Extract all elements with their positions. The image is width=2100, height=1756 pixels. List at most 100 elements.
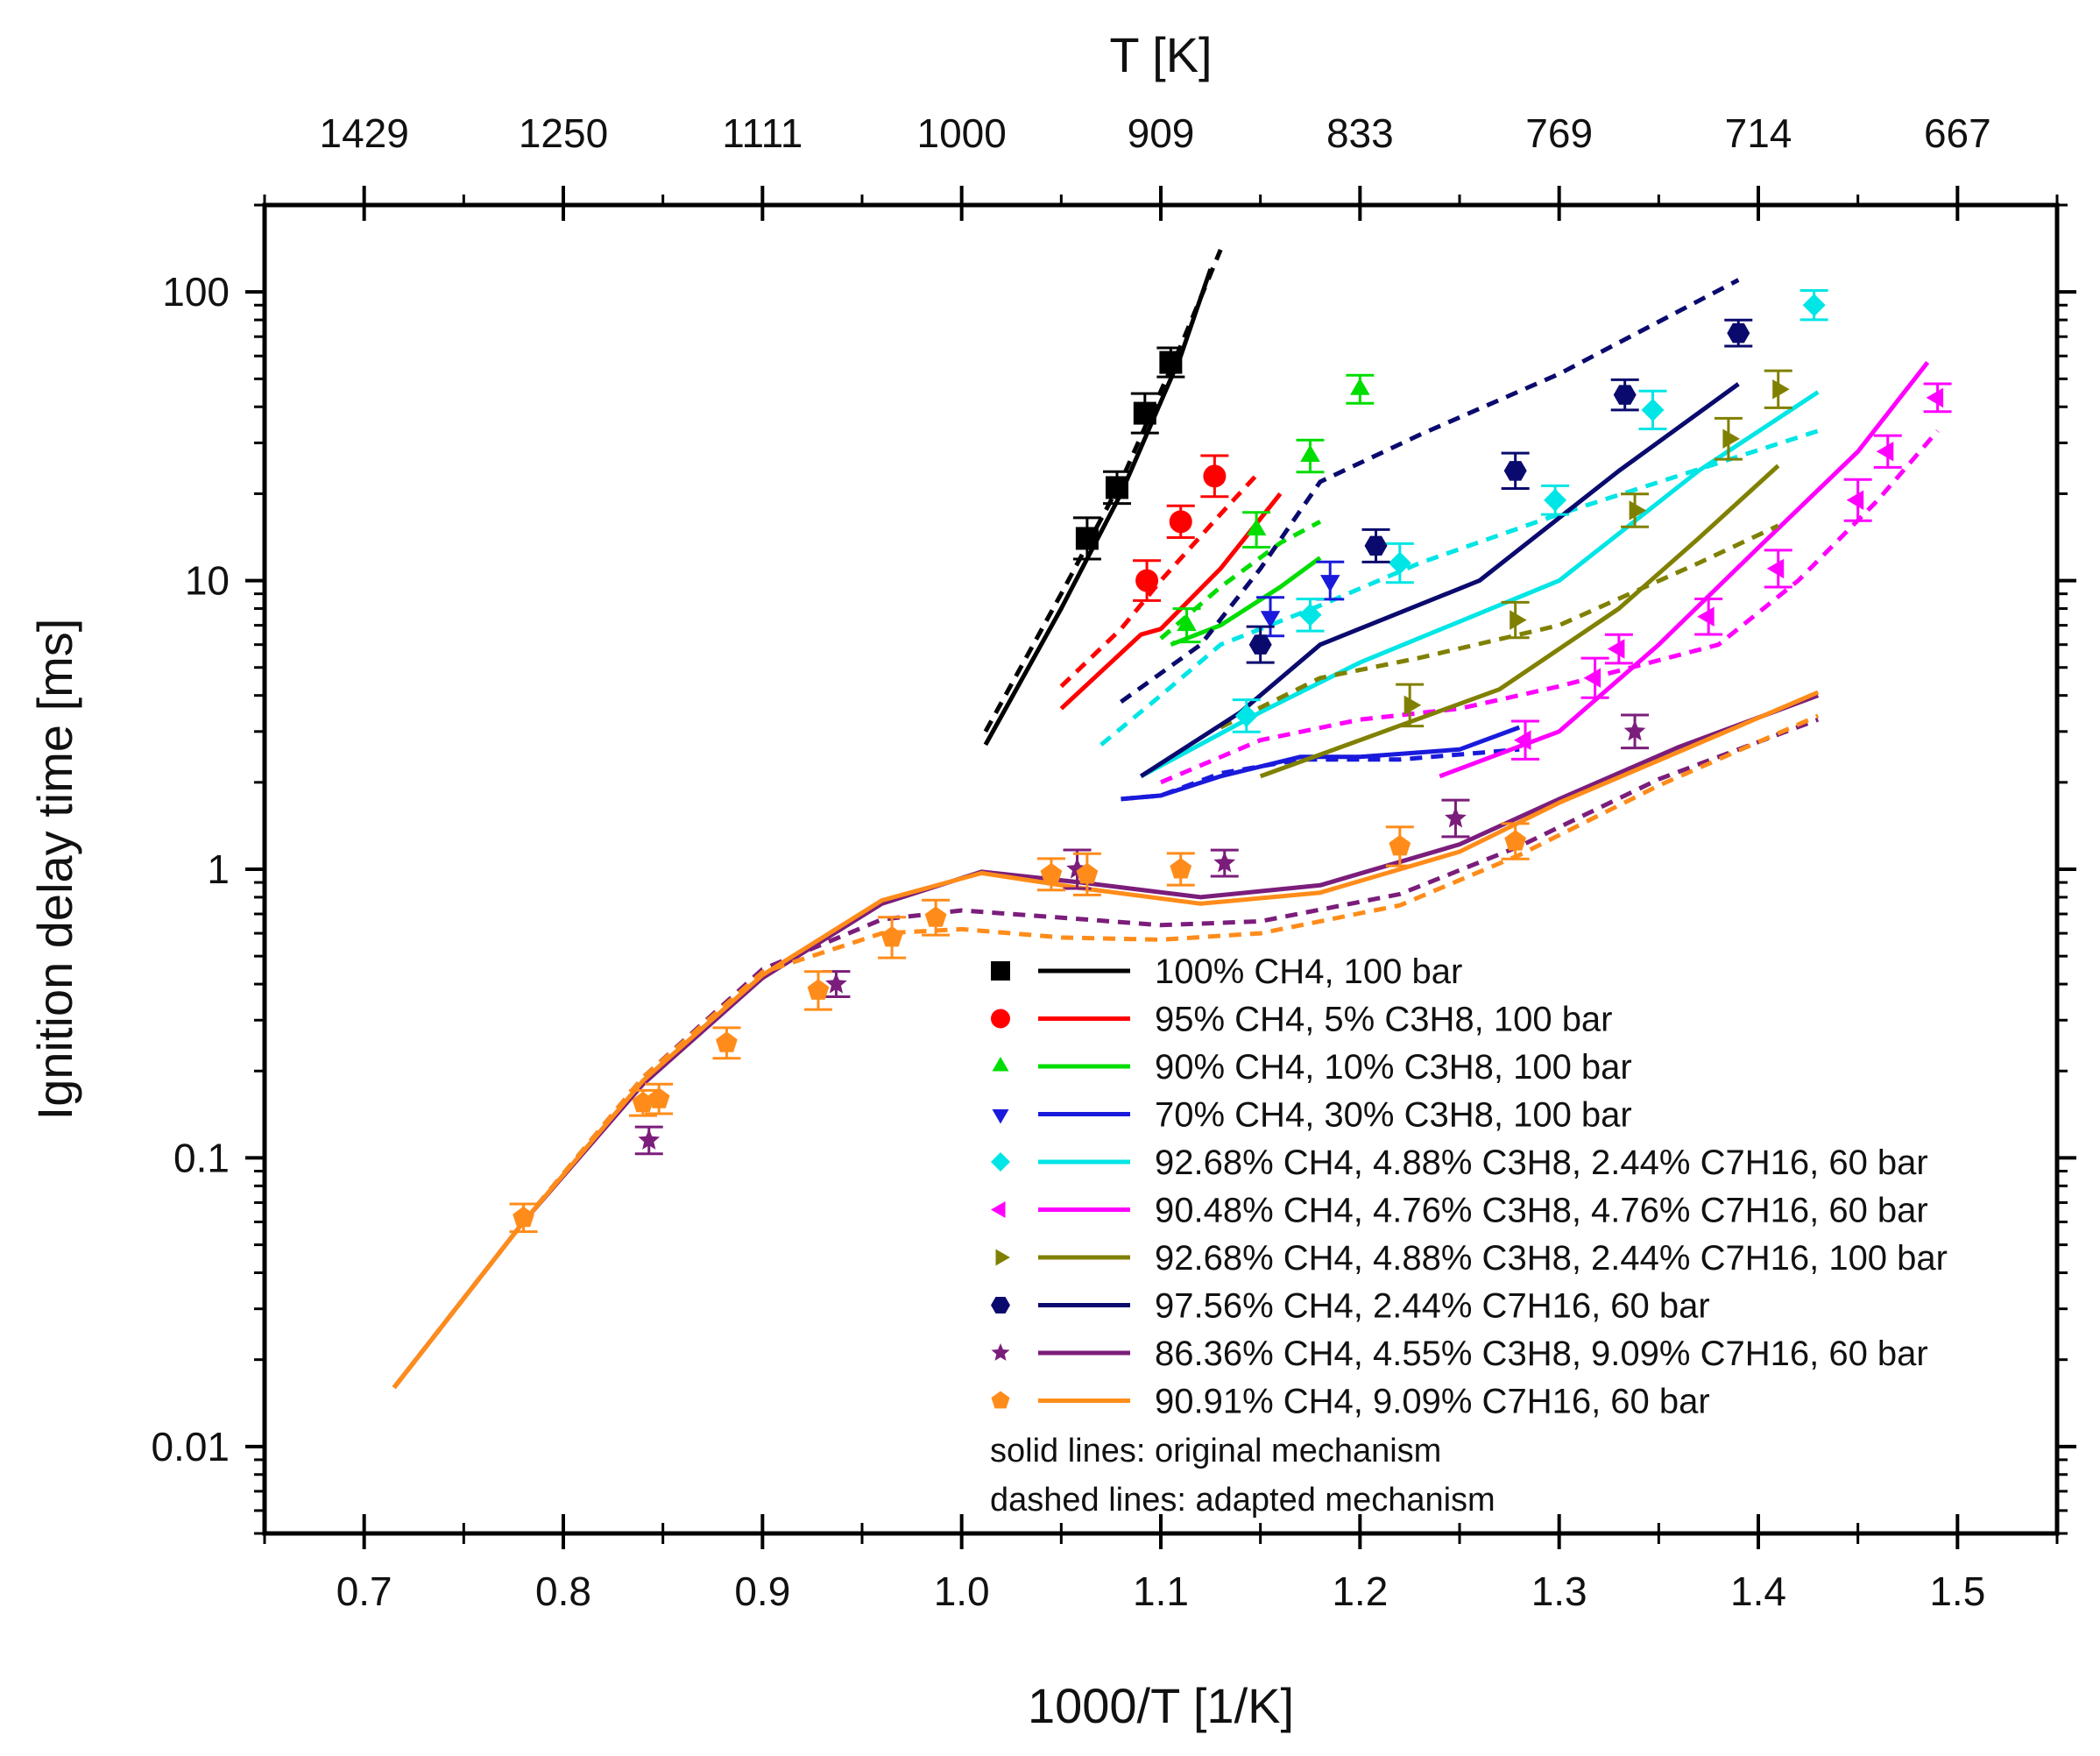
legend-marker-0 <box>991 961 1010 981</box>
x-tick-label: 1.3 <box>1531 1568 1587 1614</box>
series-9-solid-line <box>392 690 1820 1390</box>
series-9-point <box>924 906 947 927</box>
x-tick-label: 1.1 <box>1133 1568 1189 1614</box>
series-points <box>509 289 1952 1234</box>
series-5-point <box>1876 442 1894 462</box>
x-axis-title: 1000/T [1/K] <box>1028 1678 1294 1733</box>
series-9-point <box>632 1091 654 1113</box>
series-0-point <box>1105 476 1128 499</box>
series-9-point <box>647 1087 670 1108</box>
x-tick-label: 0.7 <box>336 1568 392 1614</box>
series-3-dashed-line <box>1121 747 1520 802</box>
legend-label-7: 97.56% CH4, 2.44% C7H16, 60 bar <box>1155 1287 1710 1326</box>
legend-label-5: 90.48% CH4, 4.76% C3H8, 4.76% C7H16, 60 … <box>1155 1192 1928 1230</box>
legend-label-8: 86.36% CH4, 4.55% C3H8, 9.09% C7H16, 60 … <box>1155 1335 1928 1373</box>
series-2-solid-line <box>1170 556 1322 648</box>
series-4-point <box>1234 704 1258 727</box>
series-3-solid-line <box>1121 725 1521 802</box>
legend-label-1: 95% CH4, 5% C3H8, 100 bar <box>1155 1001 1613 1039</box>
series-8-point <box>1623 719 1646 741</box>
series-2-point <box>1350 378 1370 395</box>
series-7-point <box>1364 535 1388 556</box>
series-8-point <box>638 1129 661 1150</box>
x-tick-label: 0.9 <box>734 1568 790 1614</box>
legend-label-0: 100% CH4, 100 bar <box>1155 952 1462 991</box>
series-0-point <box>1133 401 1156 425</box>
axis-ticks <box>245 186 2076 1549</box>
series-2-dashed-line <box>1159 520 1322 641</box>
legend-label-2: 90% CH4, 10% C3H8, 100 bar <box>1155 1048 1632 1087</box>
series-9-point <box>1170 858 1192 879</box>
x-tick-label: 1.0 <box>934 1568 990 1614</box>
legend-marker-9 <box>991 1391 1010 1409</box>
legend-marker-2 <box>992 1057 1009 1072</box>
series-9-point <box>716 1031 738 1052</box>
top-tick-label: 714 <box>1725 110 1792 156</box>
series-9-point <box>807 979 830 1000</box>
series-6-point <box>1772 379 1790 400</box>
y-tick-label: 10 <box>185 558 230 604</box>
series-4-point <box>1298 603 1322 627</box>
series-4-solid-line <box>1140 390 1820 779</box>
series-3-point <box>1260 611 1281 628</box>
series-5-point <box>1766 558 1785 579</box>
series-6-dashed-line <box>1220 523 1779 730</box>
series-5-point <box>1926 387 1944 408</box>
legend-label-4: 92.68% CH4, 4.88% C3H8, 2.44% C7H16, 60 … <box>1155 1144 1928 1182</box>
series-5-solid-line <box>1439 361 1930 779</box>
series-7-point <box>1727 322 1750 343</box>
top-tick-label: 1250 <box>519 110 608 156</box>
x-tick-label: 1.4 <box>1730 1568 1786 1614</box>
y-tick-label: 0.1 <box>173 1135 230 1180</box>
series-9-point <box>880 925 903 947</box>
series-1-dashed-line <box>1059 469 1262 689</box>
legend-marker-5 <box>991 1201 1006 1218</box>
series-8-dashed-line <box>392 717 1820 1390</box>
series-9-point <box>1389 834 1411 856</box>
series-7-point <box>1613 385 1637 405</box>
series-1-point <box>1169 510 1192 534</box>
series-1-point <box>1203 464 1227 488</box>
series-5-point <box>1846 490 1864 510</box>
legend-label-9: 90.91% CH4, 9.09% C7H16, 60 bar <box>1155 1383 1710 1421</box>
series-5-point <box>1514 730 1531 750</box>
legend-marker-4 <box>991 1152 1010 1172</box>
x-tick-label: 0.8 <box>535 1568 591 1614</box>
series-4-dashed-line <box>1099 428 1819 747</box>
top-tick-label: 833 <box>1326 110 1394 156</box>
top-tick-label: 1000 <box>916 110 1006 156</box>
top-tick-label: 667 <box>1924 110 1991 156</box>
series-7-solid-line <box>1139 382 1740 779</box>
legend-marker-8 <box>991 1343 1010 1361</box>
legend-label-3: 70% CH4, 30% C3H8, 100 bar <box>1155 1096 1632 1135</box>
series-6-point <box>1722 428 1740 449</box>
series-2-point <box>1300 444 1320 462</box>
series-5-point <box>1607 639 1625 659</box>
series-7-dashed-line <box>1120 278 1740 705</box>
note-solid-lines: solid lines: original mechanism <box>990 1433 1441 1469</box>
top-tick-label: 769 <box>1525 110 1593 156</box>
x-tick-label: 1.2 <box>1332 1568 1388 1614</box>
series-4-point <box>1802 294 1826 317</box>
note-dashed-lines: dashed lines: adapted mechanism <box>990 1482 1495 1519</box>
series-3-point <box>1320 575 1340 592</box>
legend-label-6: 92.68% CH4, 4.88% C3H8, 2.44% C7H16, 100… <box>1155 1239 1948 1278</box>
series-4-point <box>1544 488 1567 512</box>
y-tick-label: 1 <box>207 846 230 892</box>
series-2-point <box>1246 518 1267 536</box>
y-tick-label: 100 <box>162 269 230 315</box>
series-8-point <box>1213 852 1236 873</box>
series-6-point <box>1404 695 1422 716</box>
top-axis-title: T [K] <box>1109 27 1212 82</box>
series-0-point <box>1159 350 1183 374</box>
top-tick-label: 1429 <box>319 110 408 156</box>
series-6-point <box>1629 500 1647 520</box>
series-9-point <box>1040 862 1063 884</box>
series-1-solid-line <box>1059 492 1283 711</box>
legend-marker-7 <box>991 1297 1010 1313</box>
top-tick-label: 909 <box>1128 110 1195 156</box>
series-1-point <box>1135 569 1159 592</box>
series-0-point <box>1075 527 1099 550</box>
